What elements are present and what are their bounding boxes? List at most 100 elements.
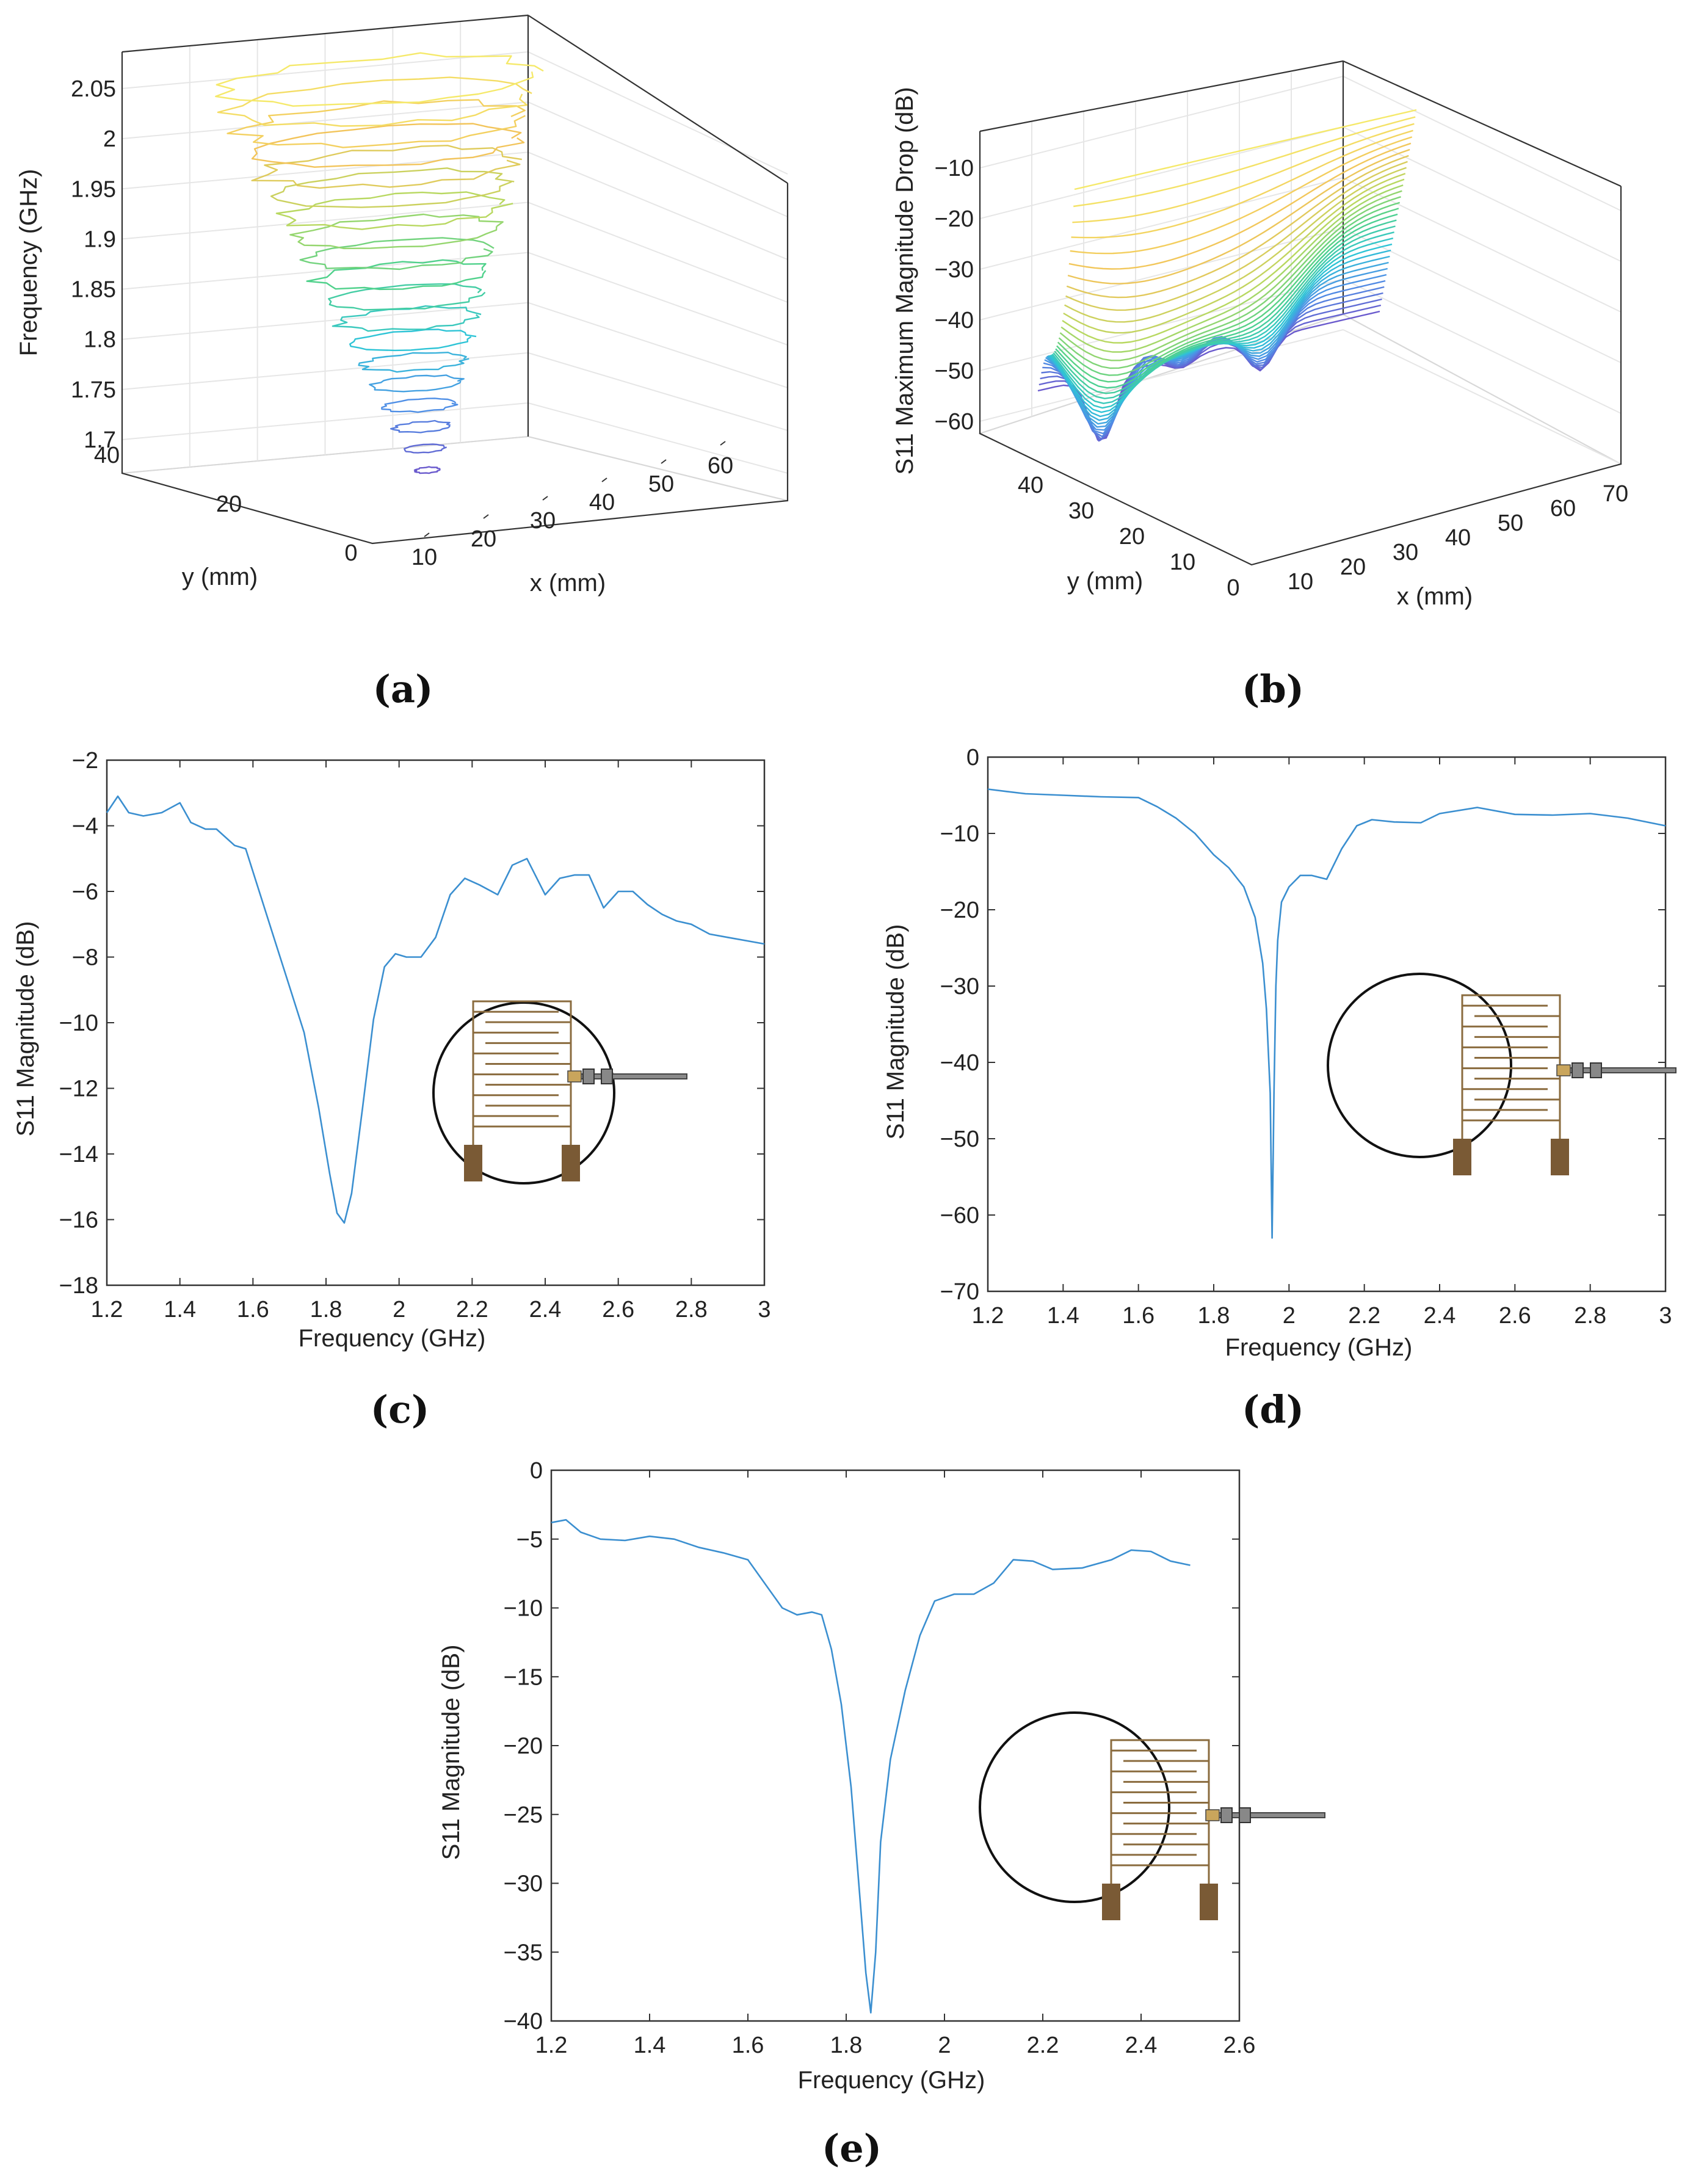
connector-body — [582, 1068, 595, 1084]
y-tick-label: −30 — [940, 974, 979, 999]
x-tick-label: 2.8 — [675, 1297, 708, 1322]
frequency-contour — [217, 76, 532, 127]
s11-contour — [1057, 201, 1401, 376]
panel-e-line-chart: 1.2 1.4 1.6 1.8 2 2.2 2.4 2.6 −40 −35 −30 −25 −20 −15… — [438, 1458, 1325, 2171]
x-tick-mark — [720, 441, 726, 446]
s11-contour — [1070, 136, 1413, 255]
y-tick-label: −16 — [59, 1208, 98, 1233]
x-tick-mark — [661, 459, 667, 464]
x-tick-label: 50 — [648, 471, 674, 497]
plot-frame — [987, 756, 1667, 1293]
solder-pad-left — [1453, 1139, 1471, 1175]
y-tick-label: 0 — [530, 1458, 543, 1484]
z-grid-line — [527, 402, 788, 474]
y-tick-label: −60 — [940, 1203, 979, 1228]
box-edge-top-right — [1343, 60, 1622, 187]
x-tick-label: 1.2 — [972, 1303, 1004, 1329]
panel-e-x-axis-label: Frequency (GHz) — [798, 2067, 985, 2094]
panel-a-z-axis-label: Frequency (GHz) — [15, 169, 42, 357]
y-tick-label: −50 — [940, 1126, 979, 1152]
y-tick-label: 40 — [1018, 473, 1043, 498]
s11-contour — [1066, 154, 1409, 299]
y-tick-label: −14 — [59, 1142, 98, 1167]
coax-cable — [1568, 1067, 1677, 1073]
y-tick-label: −30 — [504, 1871, 543, 1897]
z-grid-line — [1343, 278, 1622, 414]
z-grid-line — [527, 352, 788, 431]
x-tick-label: 2.4 — [1125, 2033, 1158, 2058]
x-tick-mark — [542, 496, 548, 501]
s11-contour — [1068, 142, 1412, 270]
x-tick-label: 40 — [589, 490, 615, 515]
x-tick-label: 1.2 — [91, 1297, 123, 1322]
coil-circle — [1327, 973, 1512, 1158]
frequency-contour — [390, 419, 451, 434]
z-tick-label: 1.75 — [71, 377, 116, 403]
frequency-contour — [413, 466, 441, 474]
box-edge — [979, 131, 1622, 566]
x-tick-label: 2.6 — [1499, 1303, 1531, 1329]
frequency-contour — [381, 397, 459, 413]
frequency-contour — [358, 352, 469, 373]
panel-d-y-axis-label: S11 Magnitude (dB) — [882, 924, 909, 1140]
z-grid-line — [527, 151, 788, 260]
y-tick-label: 0 — [966, 745, 979, 771]
s11-contour — [1064, 167, 1407, 323]
x-tick-label: 1.2 — [535, 2033, 568, 2058]
x-tick-label: 1.6 — [1122, 1303, 1155, 1329]
z-tick-label: −50 — [935, 358, 974, 384]
y-tick-label: −35 — [504, 1940, 543, 1965]
x-tick-label: 10 — [1288, 569, 1313, 595]
s11-contour — [1056, 208, 1399, 383]
x-tick-label: 70 — [1603, 481, 1628, 507]
x-tick-label: 60 — [1550, 496, 1576, 521]
panel-e-antenna-inset — [979, 1711, 1325, 1920]
floor-pane — [121, 435, 788, 545]
solder-pad-right — [1200, 1884, 1218, 1920]
x-tick-label: 1.4 — [1047, 1303, 1079, 1329]
x-tick-label: 1.6 — [237, 1297, 269, 1322]
z-grid-line — [527, 101, 788, 217]
y-tick-label: −10 — [59, 1010, 98, 1036]
s11-series-line — [551, 1518, 1191, 2014]
x-tick-label: 2 — [938, 2033, 951, 2058]
z-tick-label: −60 — [935, 409, 974, 435]
frequency-contour — [251, 145, 522, 189]
s11-contour — [1063, 173, 1406, 334]
y-tick-label: −6 — [72, 879, 98, 905]
s11-contour — [1062, 178, 1405, 344]
x-tick-label: 1.8 — [830, 2033, 863, 2058]
y-tick-label: −12 — [59, 1076, 98, 1102]
y-tick-label: −10 — [504, 1596, 543, 1622]
s11-contour — [1072, 123, 1415, 223]
x-tick-label: 40 — [1445, 525, 1471, 551]
z-tick-label: 1.95 — [71, 176, 116, 202]
x-tick-label: 3 — [758, 1297, 770, 1322]
x-tick-label: 2.2 — [456, 1297, 488, 1322]
panel-a-caption: (a) — [373, 667, 433, 711]
panel-d-caption: (d) — [1242, 1387, 1304, 1432]
z-grid-line — [979, 126, 1344, 219]
solder-pad-right — [1551, 1139, 1569, 1175]
x-tick-label: 1.8 — [310, 1297, 343, 1322]
z-tick-label: 1.7 — [84, 427, 116, 453]
panel-e-y-axis-label: S11 Magnitude (dB) — [438, 1645, 465, 1860]
x-tick-mark — [601, 477, 607, 482]
x-tick-label: 1.6 — [732, 2033, 764, 2058]
y-tick-label: −5 — [517, 1527, 543, 1553]
z-tick-label: 2 — [103, 126, 116, 152]
x-tick-label: 2.2 — [1348, 1303, 1380, 1329]
x-tick-label: 30 — [530, 508, 556, 534]
x-tick-mark — [483, 514, 489, 519]
x-tick-label: 20 — [1340, 554, 1366, 580]
sma-connector — [1205, 1809, 1220, 1821]
s11-contour — [1065, 161, 1408, 311]
panel-e-caption: (e) — [822, 2126, 882, 2171]
x-tick-label: 2.8 — [1574, 1303, 1606, 1329]
x-tick-label: 10 — [411, 545, 437, 570]
panel-c-antenna-inset — [432, 1000, 687, 1185]
z-grid-line — [1343, 126, 1622, 262]
s11-contour — [1058, 196, 1401, 369]
frequency-contour — [306, 259, 487, 291]
